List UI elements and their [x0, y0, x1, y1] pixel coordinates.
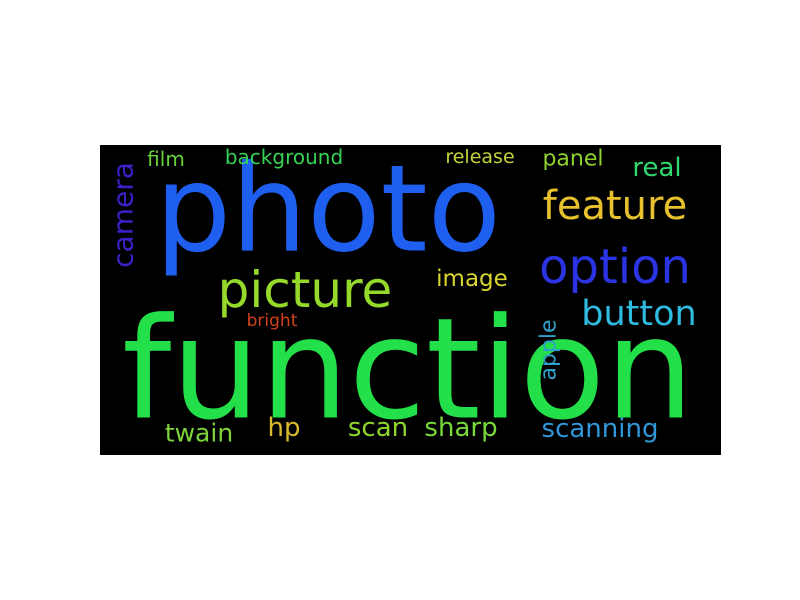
word-photo: photo	[155, 145, 501, 280]
word-camera: camera	[107, 162, 140, 268]
word-button: button	[581, 294, 696, 334]
word-option: option	[539, 239, 691, 295]
word-twain: twain	[165, 419, 233, 448]
word-panel: panel	[542, 147, 603, 172]
word-apple: apple	[537, 319, 562, 380]
word-scanning: scanning	[542, 414, 659, 444]
word-function: function	[122, 289, 694, 452]
word-bright: bright	[247, 311, 298, 331]
word-picture: picture	[218, 261, 393, 319]
word-scan: scan	[348, 413, 408, 443]
word-cloud: photo function picture option feature button c…	[100, 145, 721, 455]
word-image: image	[436, 266, 508, 292]
word-cloud-background	[100, 145, 721, 455]
word-feature: feature	[543, 183, 687, 229]
word-release: release	[445, 146, 514, 168]
word-background: background	[225, 145, 343, 169]
word-film: film	[147, 147, 185, 171]
word-hp: hp	[268, 413, 301, 443]
word-sharp: sharp	[424, 413, 497, 443]
word-real: real	[632, 153, 681, 183]
